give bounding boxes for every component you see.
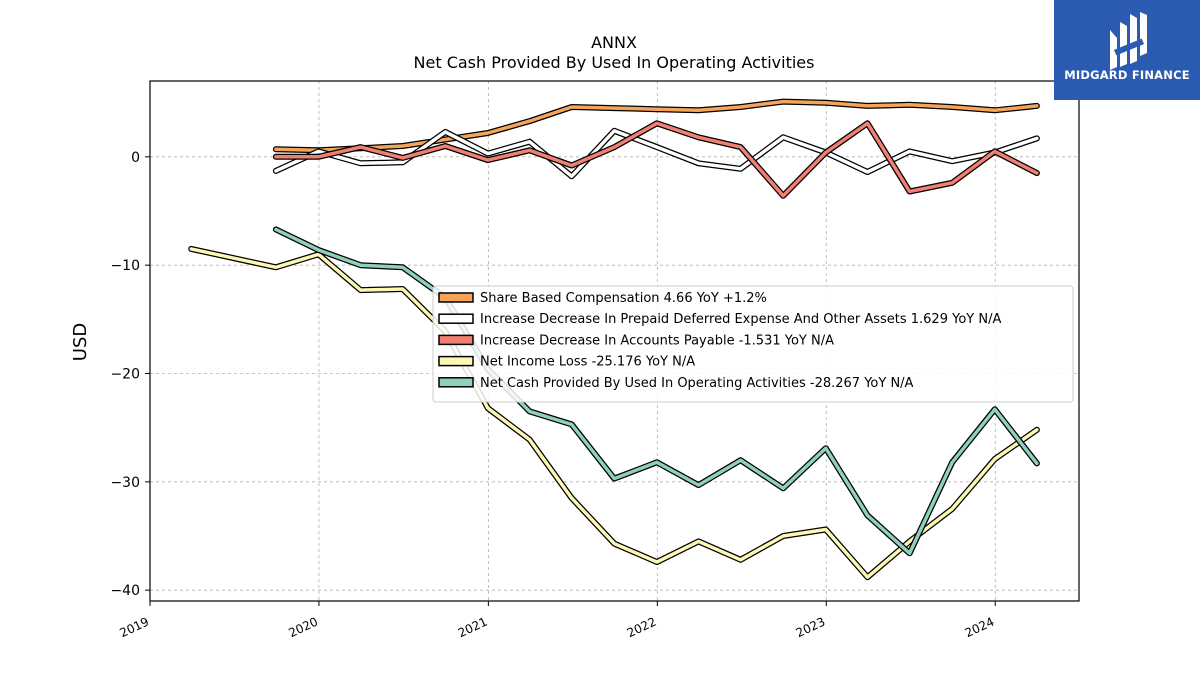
x-tick-label: 2023 [794, 615, 828, 641]
x-axis: 2019 2020 2021 2022 2023 2024 [118, 601, 997, 641]
series-line-4 [274, 227, 1039, 556]
plot-frame [149, 80, 1080, 602]
brand-logo: MIDGARD FINANCE [1054, 0, 1200, 100]
y-tick-label: −20 [110, 367, 140, 383]
x-tick-label: 2019 [118, 615, 152, 641]
y-tick-label: −40 [110, 583, 140, 599]
legend-swatch [438, 334, 474, 346]
y-tick-label: −30 [110, 475, 140, 491]
legend-label: Increase Decrease In Prepaid Deferred Ex… [480, 312, 1001, 327]
legend-label: Net Cash Provided By Used In Operating A… [480, 376, 914, 391]
legend-swatch [438, 292, 474, 303]
midgard-logo-icon [1110, 12, 1147, 70]
x-tick-label: 2021 [456, 615, 490, 641]
chart-title: ANNX [591, 33, 637, 52]
legend-swatch [438, 313, 474, 324]
legend-label: Increase Decrease In Accounts Payable -1… [480, 333, 834, 348]
y-axis-label: USD [70, 323, 91, 361]
y-axis: 0 −10 −20 −30 −40 [110, 150, 150, 599]
legend-label: Net Income Loss -25.176 YoY N/A [480, 355, 695, 370]
y-tick-label: 0 [131, 150, 140, 166]
x-tick-label: 2024 [963, 615, 997, 641]
legend-swatch [438, 377, 474, 388]
x-tick-label: 2020 [286, 615, 320, 641]
series-layer [188, 98, 1040, 581]
series-line-1 [274, 129, 1039, 179]
series-line-2 [274, 121, 1039, 198]
legend[interactable]: Share Based Compensation 4.66 YoY +1.2% I… [432, 285, 1074, 403]
legend-box [432, 285, 1074, 403]
brand-name: MIDGARD FINANCE [1064, 68, 1190, 82]
grid-lines [149, 81, 1079, 601]
legend-label: Share Based Compensation 4.66 YoY +1.2% [480, 291, 767, 306]
series-outline-2 [272, 120, 1040, 199]
chart-subtitle: Net Cash Provided By Used In Operating A… [414, 53, 815, 72]
series-line-0 [274, 99, 1039, 153]
x-tick-label: 2022 [625, 615, 659, 641]
y-tick-label: −10 [110, 258, 140, 274]
legend-swatch [438, 355, 474, 367]
